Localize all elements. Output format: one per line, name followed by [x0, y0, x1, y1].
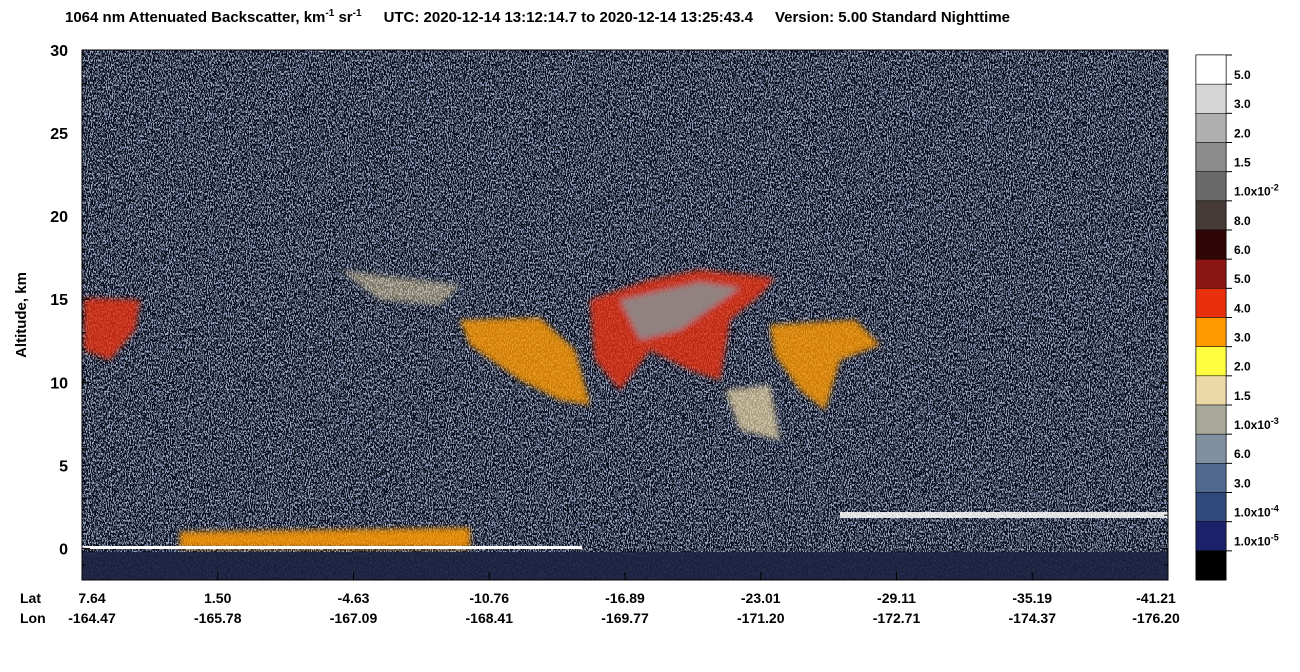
title-superscript: -1	[353, 8, 362, 19]
x-tick-lon: -174.37	[1009, 610, 1057, 626]
y-tick-label: 15	[50, 292, 68, 309]
x-tick-lat: -16.89	[605, 590, 645, 606]
colorbar-label-text: 8.0	[1234, 214, 1251, 228]
colorbar-label: 1.0x10-5	[1234, 533, 1279, 549]
colorbar-label-text: 1.5	[1234, 389, 1251, 403]
colorbar-label: 2.0	[1234, 126, 1251, 140]
colorbar-label-text: 3.0	[1234, 476, 1251, 490]
colorbar-label-exponent: -3	[1271, 416, 1279, 426]
x-row-label: Lat	[20, 590, 41, 606]
colorbar-label-text: 4.0	[1234, 301, 1251, 315]
x-tick-lat: -10.76	[469, 590, 509, 606]
colorbar-swatch	[1195, 171, 1227, 202]
colorbar-label: 1.0x10-4	[1234, 503, 1279, 519]
y-tick-label: 0	[59, 541, 68, 558]
colorbar-label-text: 1.0x10	[1234, 418, 1271, 432]
colorbar-label-text: 1.5	[1234, 155, 1251, 169]
y-tick-label: 25	[50, 126, 68, 143]
colorbar-label: 4.0	[1234, 301, 1251, 315]
colorbar-swatch	[1195, 83, 1227, 114]
colorbar-swatch	[1195, 288, 1227, 318]
colorbar-label: 5.0	[1234, 272, 1251, 286]
colorbar-swatch	[1195, 463, 1227, 493]
x-tick-lon: -169.77	[601, 610, 649, 626]
colorbar-label-exponent: -5	[1271, 533, 1279, 543]
colorbar-swatch	[1195, 113, 1227, 143]
x-tick-lon: -164.47	[68, 610, 116, 626]
colorbar-label: 1.5	[1234, 155, 1251, 169]
title-part: 1064 nm Attenuated Backscatter, km	[65, 9, 325, 26]
title-part: UTC: 2020-12-14 13:12:14.7 to 2020-12-14…	[384, 9, 754, 26]
colorbar-swatch	[1195, 492, 1227, 522]
colorbar-label: 3.0	[1234, 330, 1251, 344]
colorbar-label: 8.0	[1234, 214, 1251, 228]
colorbar-label: 6.0	[1234, 447, 1251, 461]
colorbar-label-text: 1.0x10	[1234, 505, 1271, 519]
title-part: Version: 5.00 Standard Nighttime	[775, 9, 1010, 26]
y-tick-label: 30	[50, 43, 68, 60]
y-tick-label: 10	[50, 375, 68, 392]
colorbar-label: 3.0	[1234, 476, 1251, 490]
colorbar-label-text: 2.0	[1234, 126, 1251, 140]
colorbar-swatch	[1195, 54, 1227, 85]
colorbar-label: 1.0x10-3	[1234, 416, 1279, 432]
colorbar-swatch	[1195, 229, 1227, 260]
colorbar-swatch	[1195, 317, 1227, 347]
colorbar-label-text: 6.0	[1234, 447, 1251, 461]
colorbar-label: 3.0	[1234, 97, 1251, 111]
x-tick-lat: -41.21	[1136, 590, 1176, 606]
x-tick-lon: -171.20	[737, 610, 785, 626]
colorbar-swatch	[1195, 258, 1227, 289]
colorbar-swatch	[1195, 200, 1227, 231]
x-tick-lat: 1.50	[204, 590, 231, 606]
x-tick-lat: -4.63	[338, 590, 370, 606]
x-tick-lon: -167.09	[330, 610, 378, 626]
x-row-label: Lon	[20, 610, 46, 626]
colorbar-label-text: 5.0	[1234, 68, 1251, 82]
colorbar-label-text: 6.0	[1234, 243, 1251, 257]
colorbar-label: 5.0	[1234, 68, 1251, 82]
y-tick-label: 5	[59, 458, 68, 475]
colorbar-swatch	[1195, 375, 1227, 406]
backscatter-image	[82, 50, 1168, 580]
x-tick-lon: -168.41	[466, 610, 514, 626]
x-tick-lat: -23.01	[741, 590, 781, 606]
y-tick-label: 20	[50, 209, 68, 226]
colorbar-label: 6.0	[1234, 243, 1251, 257]
colorbar-label: 2.0	[1234, 360, 1251, 374]
x-tick-lon: -165.78	[194, 610, 242, 626]
colorbar-label: 1.5	[1234, 389, 1251, 403]
colorbar-label-text: 1.0x10	[1234, 185, 1271, 199]
colorbar-label-text: 3.0	[1234, 330, 1251, 344]
title-superscript: -1	[325, 8, 334, 19]
colorbar-swatch	[1195, 142, 1227, 172]
colorbar-swatch	[1195, 521, 1227, 552]
x-tick-lon: -176.20	[1132, 610, 1180, 626]
colorbar-label-exponent: -4	[1271, 503, 1279, 513]
title-part: sr	[334, 9, 353, 26]
colorbar-label-text: 2.0	[1234, 360, 1251, 374]
x-tick-lat: -29.11	[877, 590, 916, 606]
colorbar-label-text: 3.0	[1234, 97, 1251, 111]
colorbar-label-text: 1.0x10	[1234, 535, 1271, 549]
colorbar-swatch	[1195, 346, 1227, 377]
colorbar-swatch	[1195, 550, 1227, 581]
colorbar-swatch	[1195, 433, 1227, 464]
colorbar-swatch	[1195, 404, 1227, 435]
x-tick-lon: -172.71	[873, 610, 921, 626]
chart-title: 1064 nm Attenuated Backscatter, km-1 sr-…	[65, 8, 1010, 26]
colorbar-label: 1.0x10-2	[1234, 183, 1279, 199]
colorbar-label-exponent: -2	[1271, 183, 1279, 193]
x-tick-lat: -35.19	[1012, 590, 1052, 606]
y-axis-label: Altitude, km	[13, 272, 30, 358]
x-tick-lat: 7.64	[78, 590, 105, 606]
colorbar-label-text: 5.0	[1234, 272, 1251, 286]
